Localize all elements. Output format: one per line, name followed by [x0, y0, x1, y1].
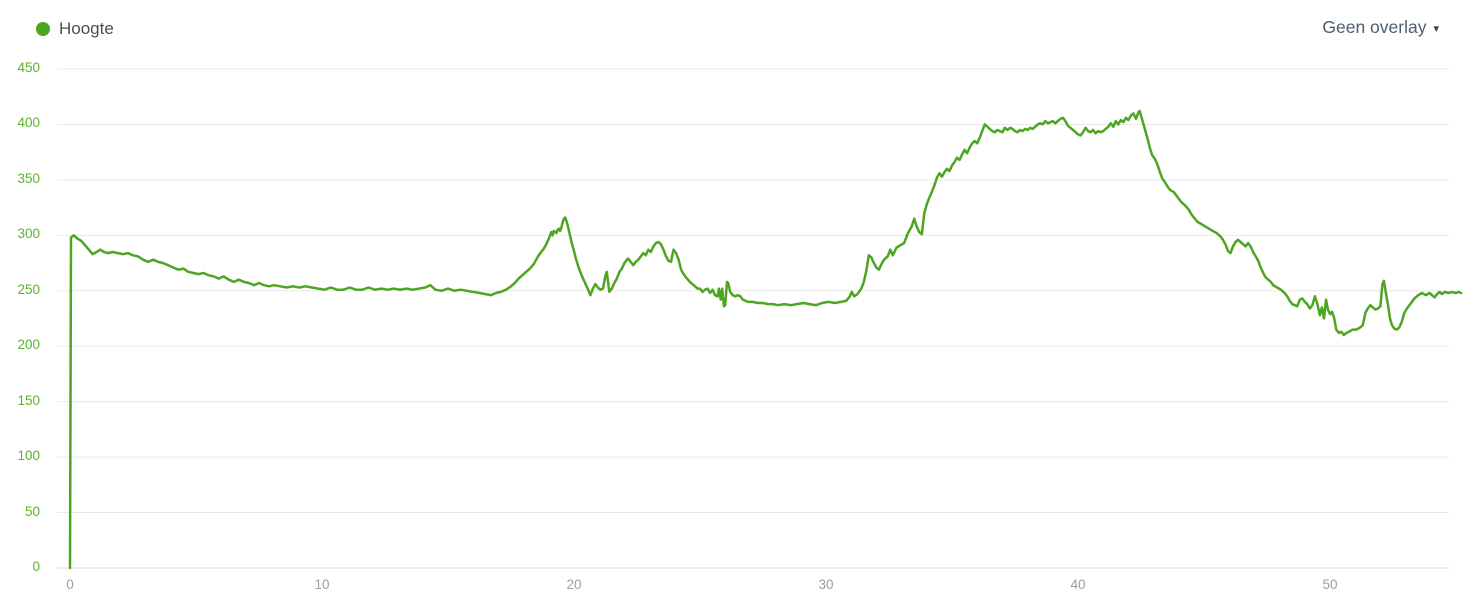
legend-label: Hoogte — [59, 19, 114, 38]
legend-item-hoogte[interactable]: Hoogte — [36, 19, 114, 39]
chevron-down-icon: ▾ — [1433, 22, 1439, 35]
series-marker-dot-icon — [36, 22, 50, 36]
overlay-dropdown-label: Geen overlay — [1322, 17, 1427, 37]
elevation-line[interactable] — [68, 109, 1463, 570]
overlay-dropdown[interactable]: Geen overlay ▾ — [1322, 17, 1439, 38]
